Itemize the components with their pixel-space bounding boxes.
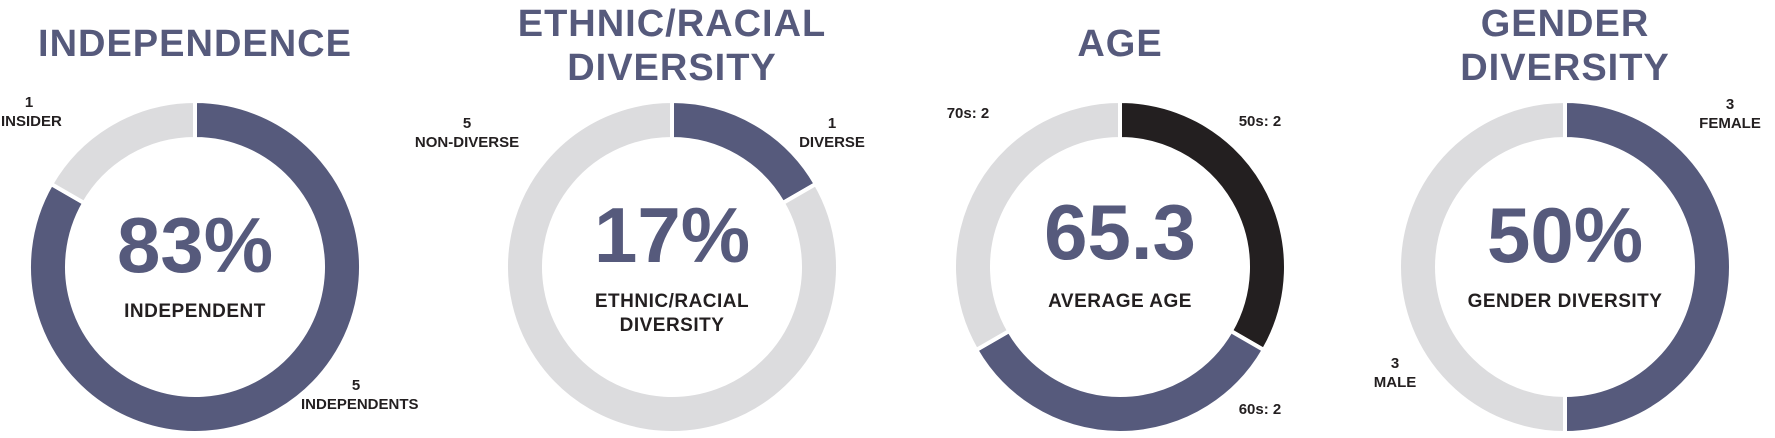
center-value: 65.3 xyxy=(1044,188,1196,276)
chart-title-line: GENDER xyxy=(1480,3,1650,45)
center-label: GENDER DIVERSITY xyxy=(1395,290,1735,314)
slice-label-male: 3 MALE xyxy=(1365,354,1425,392)
slice-label-name: INDEPENDENTS xyxy=(301,396,419,413)
slice-label-value: 3 xyxy=(1725,96,1735,113)
slice-label-name: INSIDER xyxy=(1,113,62,130)
age-donut xyxy=(952,98,1288,435)
slice-label-value: 1 xyxy=(24,94,34,111)
gender-diversity-panel: GENDER DIVERSITY 50% GENDER DIVERSITY 3 … xyxy=(1374,0,1761,438)
chart-title-line: DIVERSITY xyxy=(1460,47,1670,89)
chart-title: AGE xyxy=(950,22,1290,66)
slice-label-name: 70s: 2 xyxy=(946,105,990,122)
slice-label-50s: 50s: 2 xyxy=(1220,112,1300,131)
age-panel: AGE 65.3 AVERAGE AGE 70s: 2 50s: 2 60s: … xyxy=(947,0,1290,438)
center-label: ETHNIC/RACIAL DIVERSITY xyxy=(502,290,842,338)
center-value: 50% xyxy=(1486,191,1644,279)
slice-label-diverse: 1 DIVERSE xyxy=(792,114,872,152)
slice-label-independents: 5 INDEPENDENTS xyxy=(301,376,419,414)
slice-label-non-diverse: 5 NON-DIVERSE xyxy=(402,114,532,152)
slice-independents xyxy=(27,98,363,435)
center-label-line: GENDER DIVERSITY xyxy=(1467,291,1663,312)
slice-label-insider: 1 INSIDER xyxy=(1,93,62,131)
center-label-line: ETHNIC/RACIAL xyxy=(594,291,750,312)
slice-female xyxy=(1563,98,1733,436)
slice-label-value: 1 xyxy=(827,115,837,132)
chart-title: ETHNIC/RACIAL DIVERSITY xyxy=(502,2,842,90)
gender-diversity-donut xyxy=(1397,98,1733,436)
chart-title-line: INDEPENDENCE xyxy=(38,23,352,65)
slice-label-name: MALE xyxy=(1373,374,1417,391)
center-label-line: AVERAGE AGE xyxy=(1048,291,1192,312)
independence-donut xyxy=(27,98,363,435)
slice-label-name: NON-DIVERSE xyxy=(414,134,520,151)
independence-panel: INDEPENDENCE 83% INDEPENDENT 1 INSIDER 5… xyxy=(1,0,419,438)
center-label: INDEPENDENT xyxy=(25,300,365,324)
slice-non-diverse xyxy=(504,98,840,435)
slice-label-name: 60s: 2 xyxy=(1238,401,1282,418)
slice-label-name: FEMALE xyxy=(1699,115,1761,132)
slice-70s xyxy=(952,98,1122,353)
chart-title-line: DIVERSITY xyxy=(567,47,777,89)
center-label: AVERAGE AGE xyxy=(950,290,1290,314)
chart-title: GENDER DIVERSITY xyxy=(1395,2,1735,90)
ethnic-diversity-donut xyxy=(504,98,840,435)
slice-label-value: 5 xyxy=(351,377,361,394)
slice-label-value: 3 xyxy=(1390,355,1400,372)
center-label-line: INDEPENDENT xyxy=(124,301,266,322)
slice-label-name: 50s: 2 xyxy=(1238,113,1282,130)
center-value: 17% xyxy=(593,191,751,279)
slice-label-60s: 60s: 2 xyxy=(1220,400,1300,419)
ethnic-diversity-panel: ETHNIC/RACIAL DIVERSITY 17% ETHNIC/RACIA… xyxy=(415,0,865,438)
chart-title-line: ETHNIC/RACIAL xyxy=(517,3,827,45)
slice-label-name: DIVERSE xyxy=(799,134,865,151)
center-value: 83% xyxy=(116,201,274,289)
slice-insider xyxy=(48,98,197,206)
center-label-line: DIVERSITY xyxy=(619,315,725,336)
chart-title-line: AGE xyxy=(1077,23,1163,65)
chart-title: INDEPENDENCE xyxy=(25,22,365,66)
slice-label-value: 5 xyxy=(462,115,472,132)
slice-label-female: 3 FEMALE xyxy=(1695,95,1765,133)
slice-label-70s: 70s: 2 xyxy=(928,104,1008,123)
slice-male xyxy=(1397,98,1567,436)
